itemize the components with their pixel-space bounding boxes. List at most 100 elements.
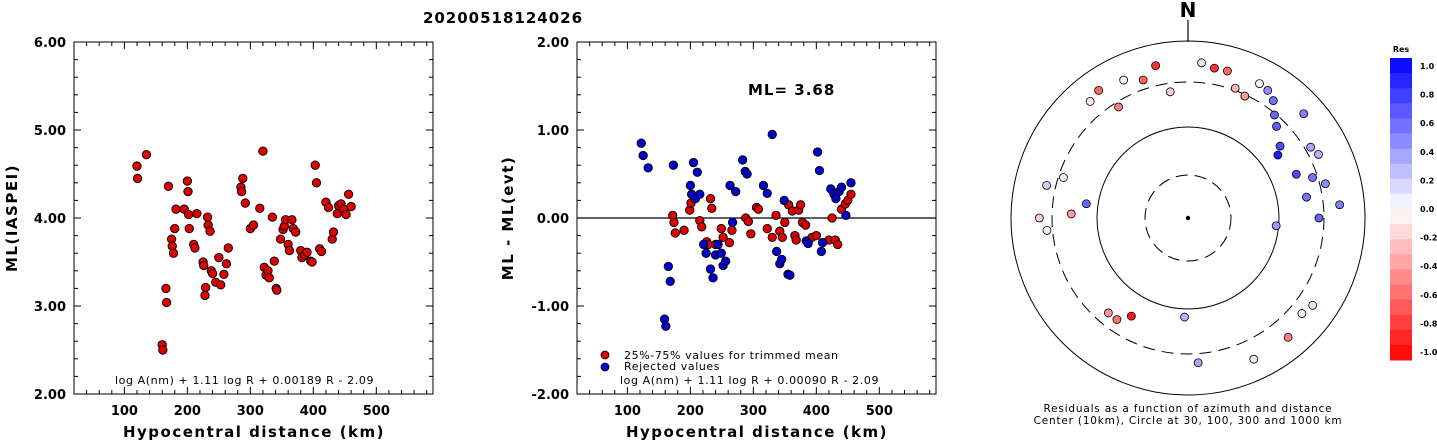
colorbar-cell bbox=[1390, 103, 1412, 119]
tick-labels: 100 200 300 400 500 -2.00 -1.00 0.00 1.00 2.00 bbox=[532, 36, 893, 419]
colorbar-cell bbox=[1390, 224, 1412, 240]
colorbar-tick-label: 0.6 bbox=[1420, 119, 1435, 128]
station-point bbox=[1165, 87, 1175, 97]
colorbar-cell bbox=[1390, 239, 1412, 255]
data-point bbox=[199, 260, 209, 271]
station-point bbox=[1066, 209, 1076, 219]
trimmed-point bbox=[771, 210, 781, 221]
legend-label-trimmed: 25%-75% values for trimmed mean bbox=[624, 349, 839, 362]
y-tick-label: 2.00 bbox=[34, 388, 66, 403]
trimmed-point bbox=[833, 239, 843, 250]
data-point bbox=[171, 204, 181, 214]
trimmed-point bbox=[846, 189, 856, 199]
rejected-point bbox=[668, 160, 679, 170]
station-point bbox=[1085, 96, 1095, 106]
rejected-point bbox=[725, 180, 735, 191]
x-tick-label: 300 bbox=[740, 404, 767, 419]
station-point bbox=[1180, 312, 1189, 322]
tick-labels: 100 200 300 400 500 2.00 3.00 4.00 5.00 6.00 bbox=[34, 36, 390, 419]
colorbar-cell bbox=[1390, 284, 1412, 301]
rejected-point bbox=[812, 147, 823, 157]
rejected-point bbox=[708, 273, 718, 283]
station-point bbox=[1268, 96, 1278, 105]
x-tick-label: 500 bbox=[363, 404, 390, 419]
data-point bbox=[141, 149, 152, 160]
trimmed-point bbox=[746, 229, 756, 239]
trimmed-point bbox=[791, 235, 801, 245]
data-point bbox=[221, 259, 232, 269]
y-tick-label: 2.00 bbox=[537, 36, 569, 51]
data-point bbox=[200, 282, 211, 293]
rejected-point bbox=[663, 261, 673, 272]
station-point bbox=[1126, 311, 1136, 321]
colorbar-cell bbox=[1390, 88, 1412, 104]
colorbar-cell bbox=[1390, 193, 1412, 210]
station-point bbox=[1299, 109, 1309, 119]
rejected-point bbox=[816, 246, 827, 257]
trimmed-point bbox=[724, 237, 735, 248]
station-point bbox=[1059, 173, 1068, 182]
data-point bbox=[341, 209, 351, 220]
colorbar-title: Res bbox=[1393, 45, 1410, 54]
tick-marks bbox=[577, 41, 936, 395]
data-point bbox=[219, 269, 229, 279]
caption-line-1: Residuals as a function of azimuth and d… bbox=[1044, 403, 1333, 415]
trimmed-point bbox=[811, 230, 821, 241]
trimmed-point bbox=[753, 204, 764, 214]
station-point bbox=[1314, 213, 1324, 223]
data-point bbox=[170, 223, 180, 234]
legend-marker-trimmed bbox=[600, 350, 610, 360]
data-point bbox=[343, 189, 354, 199]
station-point bbox=[1283, 332, 1293, 342]
epicenter-dot bbox=[1185, 215, 1191, 221]
data-point bbox=[207, 268, 218, 279]
x-tick-label: 200 bbox=[677, 404, 704, 419]
colorbar-cell bbox=[1390, 58, 1412, 74]
y-tick-label: 6.00 bbox=[34, 36, 66, 51]
station-point bbox=[1210, 63, 1219, 73]
station-point bbox=[1240, 91, 1250, 101]
circle-100km bbox=[1096, 126, 1280, 310]
trimmed-point bbox=[716, 223, 726, 234]
station-point bbox=[1151, 61, 1161, 71]
station-point bbox=[1193, 358, 1203, 368]
data-point bbox=[316, 246, 327, 257]
colorbar-tick-label: -0.4 bbox=[1420, 262, 1437, 271]
station-point bbox=[1270, 110, 1279, 120]
colorbar-cell bbox=[1390, 178, 1412, 195]
station-point bbox=[1197, 58, 1206, 68]
station-point bbox=[1271, 221, 1281, 231]
station-point bbox=[1320, 179, 1330, 189]
colorbar-tick-label: 1.0 bbox=[1420, 62, 1435, 71]
trimmed-point bbox=[669, 217, 679, 228]
data-point bbox=[163, 181, 174, 191]
colorbar-cell bbox=[1390, 254, 1412, 270]
x-tick-label: 300 bbox=[237, 404, 264, 419]
station-point bbox=[1272, 121, 1281, 131]
trimmed-point bbox=[679, 225, 689, 235]
colorbar-cell bbox=[1390, 314, 1412, 331]
colorbar: Res 1.0 0.8 0.6 0.4 0.2 0.0 -0.2 -0.4 -0.6 -0.8 -1… bbox=[1390, 45, 1437, 361]
data-point bbox=[202, 212, 213, 222]
colorbar-tick-label: 0.0 bbox=[1420, 205, 1435, 214]
data-point bbox=[168, 248, 179, 258]
data-point bbox=[255, 203, 265, 213]
x-tick-label: 100 bbox=[614, 404, 641, 419]
x-axis-label: Hypocentral distance (km) bbox=[626, 423, 888, 441]
trimmed-point bbox=[795, 200, 806, 210]
station-point bbox=[1138, 75, 1148, 85]
y-tick-label: 4.00 bbox=[34, 212, 66, 227]
rejected-point bbox=[836, 182, 847, 192]
data-point bbox=[200, 290, 210, 301]
rejected-point bbox=[814, 165, 825, 176]
rejected-point bbox=[636, 138, 646, 148]
station-point bbox=[1042, 225, 1052, 235]
station-point bbox=[1314, 149, 1323, 159]
data-points bbox=[132, 146, 356, 355]
station-point bbox=[1297, 309, 1307, 318]
trimmed-point bbox=[743, 216, 753, 227]
rejected-point bbox=[665, 276, 675, 287]
station-point bbox=[1308, 173, 1317, 182]
colorbar-tick-label: 0.2 bbox=[1420, 176, 1434, 185]
colorbar-cell bbox=[1390, 133, 1412, 150]
